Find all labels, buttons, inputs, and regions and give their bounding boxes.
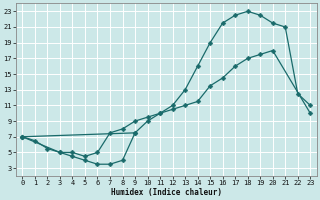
X-axis label: Humidex (Indice chaleur): Humidex (Indice chaleur) [111, 188, 222, 197]
